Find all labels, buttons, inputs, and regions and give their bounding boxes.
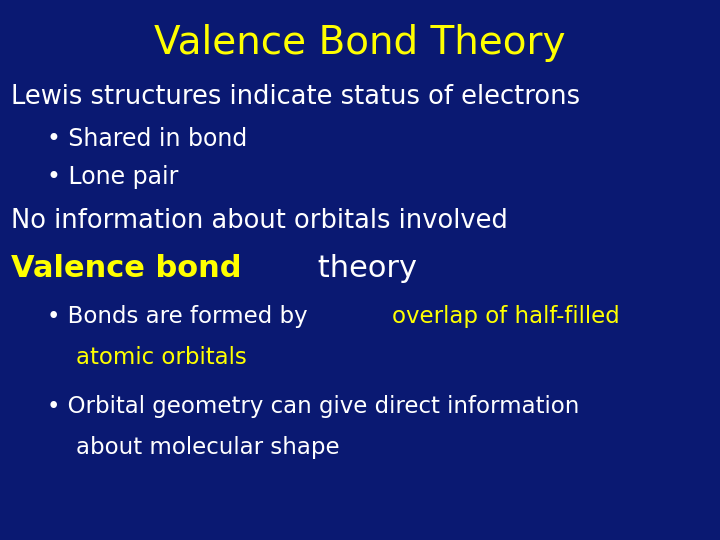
Text: Valence bond: Valence bond <box>11 254 241 283</box>
Text: No information about orbitals involved: No information about orbitals involved <box>11 208 508 234</box>
Text: • Orbital geometry can give direct information: • Orbital geometry can give direct infor… <box>47 395 579 418</box>
Text: Lewis structures indicate status of electrons: Lewis structures indicate status of elec… <box>11 84 580 110</box>
Text: Valence Bond Theory: Valence Bond Theory <box>154 24 566 62</box>
Text: about molecular shape: about molecular shape <box>76 436 339 459</box>
Text: • Shared in bond: • Shared in bond <box>47 127 247 151</box>
Text: overlap of half-filled: overlap of half-filled <box>392 305 620 328</box>
Text: • Lone pair: • Lone pair <box>47 165 178 188</box>
Text: atomic orbitals: atomic orbitals <box>76 346 246 369</box>
Text: • Bonds are formed by: • Bonds are formed by <box>47 305 315 328</box>
Text: theory: theory <box>308 254 417 283</box>
